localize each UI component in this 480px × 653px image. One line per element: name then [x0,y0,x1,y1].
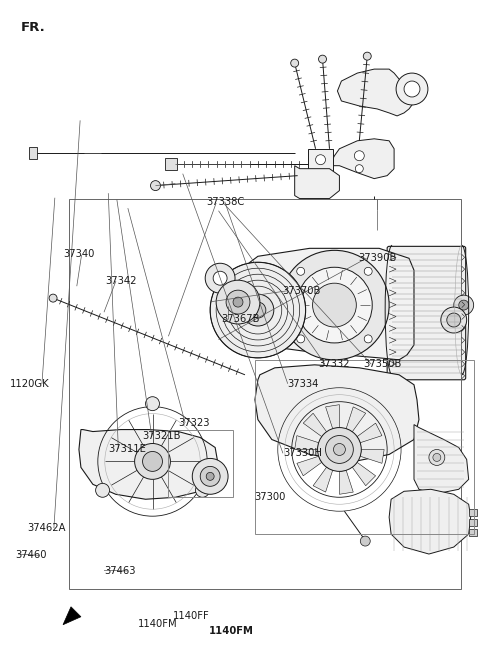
Circle shape [319,55,326,63]
Polygon shape [414,424,468,494]
Polygon shape [295,436,319,449]
Text: 37330H: 37330H [283,449,322,458]
Text: 37311E: 37311E [109,444,146,454]
Circle shape [242,294,274,326]
Circle shape [134,443,170,479]
Circle shape [454,295,474,315]
Text: 37321B: 37321B [142,431,180,441]
Polygon shape [337,69,419,116]
Text: 37462A: 37462A [28,523,66,533]
Circle shape [250,302,266,318]
Text: 37342: 37342 [106,276,137,286]
Bar [468,509,477,516]
Circle shape [364,335,372,343]
Bar [308,149,334,170]
Bar [168,430,233,498]
Text: FR.: FR. [21,21,45,34]
Circle shape [355,165,363,172]
Circle shape [315,155,325,165]
Circle shape [297,335,305,343]
Circle shape [210,263,306,358]
Text: 1120GK: 1120GK [10,379,49,389]
Polygon shape [79,430,218,500]
Text: 37300: 37300 [254,492,286,502]
Text: 1140FM: 1140FM [209,626,254,636]
Text: 37370B: 37370B [282,286,320,296]
Circle shape [213,271,227,285]
Circle shape [145,397,159,411]
Circle shape [96,483,109,498]
Bar [166,158,178,170]
Bar [69,199,461,589]
Circle shape [280,250,389,360]
Polygon shape [240,325,262,348]
Circle shape [216,280,260,324]
Polygon shape [325,405,339,428]
Circle shape [192,458,228,494]
Circle shape [325,436,353,464]
Bar [468,519,477,526]
Polygon shape [63,607,81,625]
Text: 37390B: 37390B [359,253,397,263]
Bar [468,529,477,536]
Polygon shape [240,265,262,290]
Polygon shape [360,449,384,464]
Circle shape [151,181,160,191]
Circle shape [441,307,467,333]
Circle shape [318,428,361,471]
Polygon shape [297,456,322,476]
Circle shape [334,443,346,455]
Polygon shape [240,248,414,360]
Circle shape [363,52,371,60]
Text: 37350B: 37350B [363,359,401,369]
Circle shape [364,267,372,276]
Polygon shape [352,462,376,486]
Circle shape [206,472,214,481]
Polygon shape [322,139,394,179]
Circle shape [396,73,428,105]
Polygon shape [255,365,419,462]
Polygon shape [313,467,333,492]
Circle shape [233,297,243,307]
Text: 37332: 37332 [319,359,350,369]
Circle shape [447,313,461,327]
Circle shape [143,451,162,471]
Circle shape [429,449,445,466]
Circle shape [291,59,299,67]
Text: 37367B: 37367B [221,313,259,324]
Text: 37460: 37460 [16,550,47,560]
Text: 37340: 37340 [63,249,95,259]
Circle shape [459,300,468,310]
Circle shape [312,283,356,327]
Circle shape [404,81,420,97]
Circle shape [49,294,57,302]
Bar [255,360,474,534]
Polygon shape [346,407,366,432]
Circle shape [354,151,364,161]
Polygon shape [389,489,471,554]
Polygon shape [295,166,339,199]
Text: 1140FM: 1140FM [137,618,177,629]
Text: 1140FF: 1140FF [173,611,210,621]
Circle shape [195,483,209,498]
Text: 37463: 37463 [104,566,135,576]
Text: 37323: 37323 [178,418,209,428]
Circle shape [360,536,370,546]
Circle shape [433,453,441,462]
Text: 37338C: 37338C [206,197,245,206]
Circle shape [226,290,250,314]
Polygon shape [339,470,353,494]
Circle shape [200,466,220,486]
Circle shape [297,267,372,343]
Polygon shape [303,413,326,437]
Circle shape [205,263,235,293]
Polygon shape [357,423,382,443]
Circle shape [297,267,305,276]
Bar [29,147,37,159]
FancyBboxPatch shape [387,246,466,380]
Text: 37334: 37334 [288,379,319,389]
